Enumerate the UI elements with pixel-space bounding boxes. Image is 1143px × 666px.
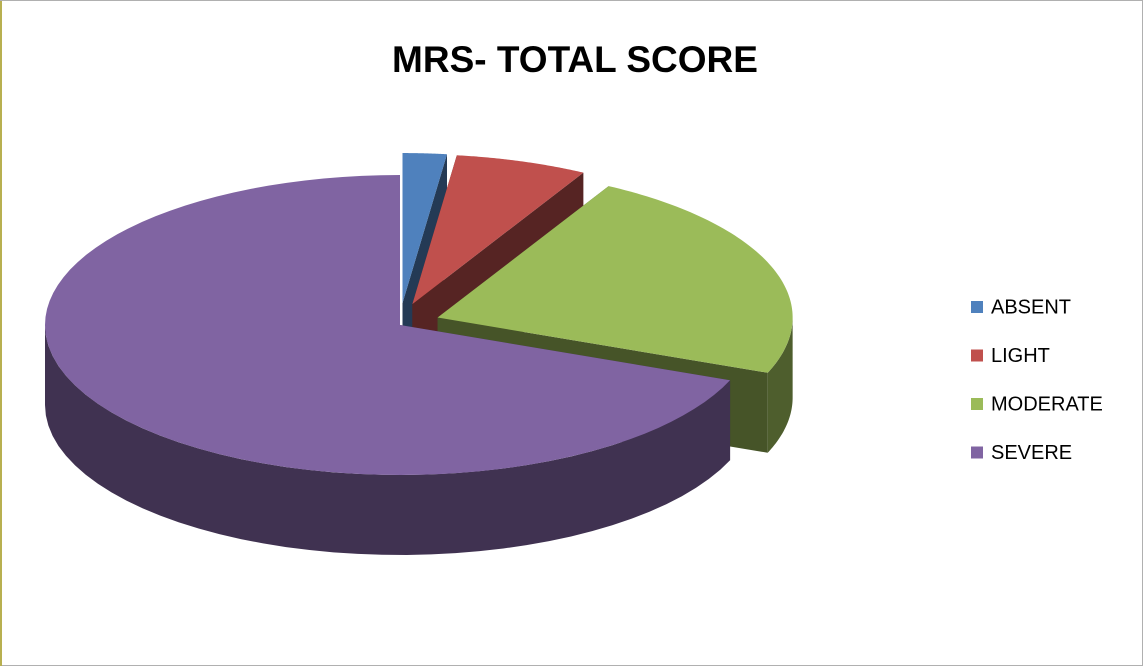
pie-slice (402, 153, 448, 304)
legend-label: SEVERE (991, 442, 1072, 464)
legend-label: LIGHT (991, 345, 1050, 367)
pie-slice (45, 175, 731, 475)
slice-wall (767, 317, 793, 453)
legend-swatch (971, 398, 983, 410)
slice-wall (45, 325, 731, 555)
pie-slice (412, 155, 584, 305)
legend-label: MODERATE (991, 393, 1103, 415)
slice (45, 175, 731, 555)
legend-label: ABSENT (991, 296, 1071, 318)
pie-slice (437, 186, 793, 373)
chart-title: MRS- TOTAL SCORE (392, 39, 758, 80)
legend-swatch (971, 446, 983, 459)
legend-swatch (971, 349, 983, 362)
legend-swatch (971, 301, 983, 313)
